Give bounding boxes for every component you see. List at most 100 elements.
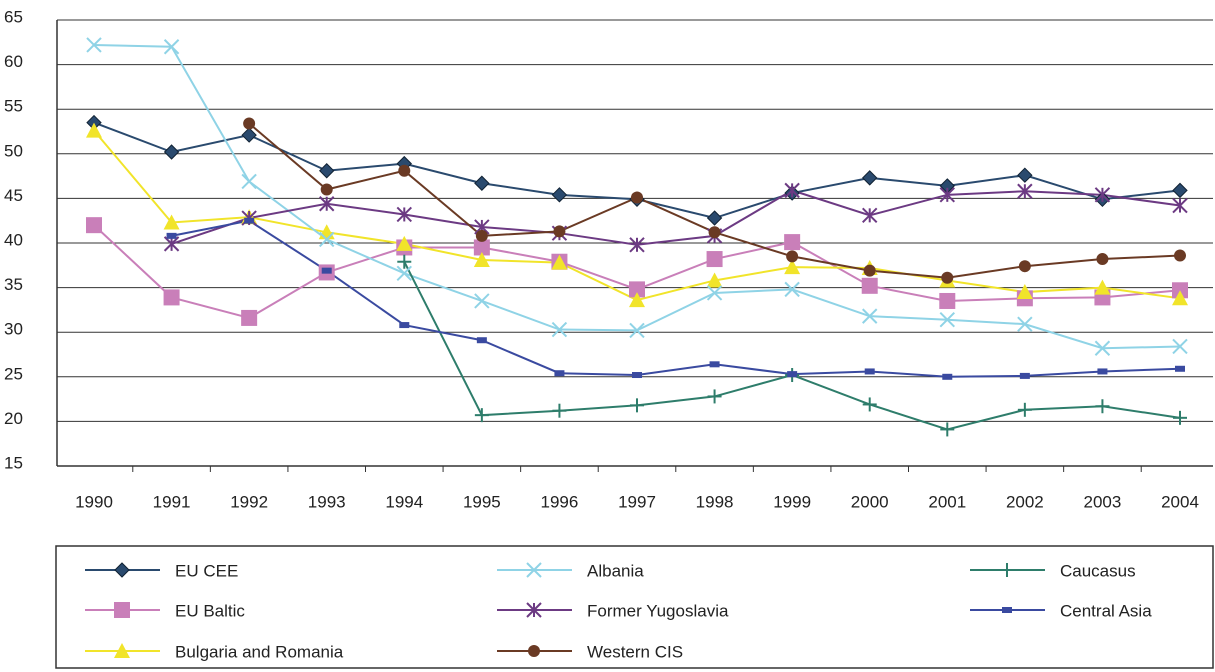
data-point (787, 371, 798, 378)
data-point-part (629, 292, 645, 308)
data-point (473, 239, 490, 256)
data-point (707, 389, 722, 404)
legend-label: Former Yugoslavia (587, 601, 729, 620)
data-point-part (86, 122, 102, 138)
data-point-part (86, 37, 102, 53)
data-point-part (1017, 316, 1033, 332)
legend-marker-part (114, 643, 130, 658)
data-point (1172, 182, 1188, 199)
data-point (163, 236, 180, 252)
data-point (475, 229, 488, 242)
data-point (1175, 365, 1185, 372)
data-point-part (475, 229, 488, 242)
data-point-part (473, 239, 490, 256)
data-point-part (241, 127, 257, 143)
data-point-part (1097, 368, 1108, 375)
data-point (709, 361, 720, 368)
data-point (321, 267, 332, 274)
data-point (398, 164, 411, 177)
legend-marker (114, 602, 130, 618)
data-point (320, 183, 333, 196)
x-tick-label: 2003 (1084, 492, 1122, 511)
data-point-part (1094, 279, 1111, 295)
data-point-part (551, 254, 568, 270)
data-point (319, 196, 335, 212)
legend-marker (528, 645, 540, 657)
data-point-part (784, 259, 801, 275)
data-point (708, 226, 721, 239)
x-tick-label: 2000 (851, 492, 889, 511)
y-tick-label: 25 (4, 364, 23, 383)
data-point (241, 127, 257, 143)
data-point (784, 234, 801, 251)
data-point (86, 122, 102, 138)
x-tick-label: 2002 (1006, 492, 1044, 511)
data-point-part (629, 281, 645, 298)
data-point-part (476, 337, 487, 344)
legend-marker-part (528, 645, 540, 657)
data-point-part (784, 234, 801, 251)
x-tick-label: 1993 (308, 492, 346, 511)
legend-marker (1000, 563, 1014, 577)
data-point (243, 117, 256, 130)
data-point (244, 217, 255, 224)
data-point (1016, 284, 1033, 300)
data-point (706, 272, 723, 288)
data-point-part (473, 251, 490, 267)
data-point (553, 225, 566, 238)
data-point (1174, 249, 1186, 262)
data-point (629, 281, 645, 298)
data-point (939, 292, 956, 309)
data-point (1017, 316, 1033, 332)
data-point (862, 170, 878, 186)
legend-marker-part (1002, 607, 1012, 613)
data-point-part (396, 235, 413, 251)
data-point (554, 370, 565, 377)
data-point-part (786, 250, 799, 263)
data-point (706, 285, 723, 301)
x-tick-label: 2001 (928, 492, 966, 511)
data-point (396, 265, 412, 282)
data-point-part (398, 164, 411, 177)
data-point-part (1016, 284, 1033, 300)
data-point (1018, 260, 1031, 273)
legend-label: EU CEE (175, 561, 238, 580)
data-point-part (1172, 182, 1188, 199)
legend-marker (114, 562, 130, 578)
data-point-part (863, 264, 876, 277)
y-tick-label: 30 (4, 320, 23, 339)
data-point (552, 403, 567, 418)
data-point (474, 408, 489, 423)
data-point-part (163, 289, 180, 306)
data-point-part (784, 281, 800, 298)
data-point-part (1096, 253, 1109, 266)
data-point-part (320, 183, 333, 196)
data-point-part (706, 210, 723, 226)
legend-marker (114, 643, 130, 658)
data-point (631, 191, 643, 204)
data-point (784, 259, 801, 275)
legend-marker (526, 562, 542, 578)
x-tick-label: 1995 (463, 492, 501, 511)
data-point (939, 187, 955, 203)
data-point (241, 309, 258, 326)
legend-marker (526, 602, 542, 618)
data-point (706, 210, 723, 226)
y-tick-label: 15 (4, 453, 23, 472)
data-point-part (163, 144, 180, 160)
data-point (1017, 183, 1033, 199)
data-point-part (631, 191, 643, 204)
x-tick-label: 1990 (75, 492, 113, 511)
data-point (784, 182, 800, 199)
data-point (863, 264, 876, 277)
data-point-part (321, 267, 332, 274)
data-point (551, 321, 568, 338)
x-tick-label: 1992 (230, 492, 268, 511)
data-point (476, 337, 487, 344)
data-point-part (553, 225, 566, 238)
data-point (473, 251, 490, 267)
y-tick-label: 45 (4, 186, 23, 205)
series-line (403, 261, 1181, 431)
series-line (171, 189, 1181, 246)
